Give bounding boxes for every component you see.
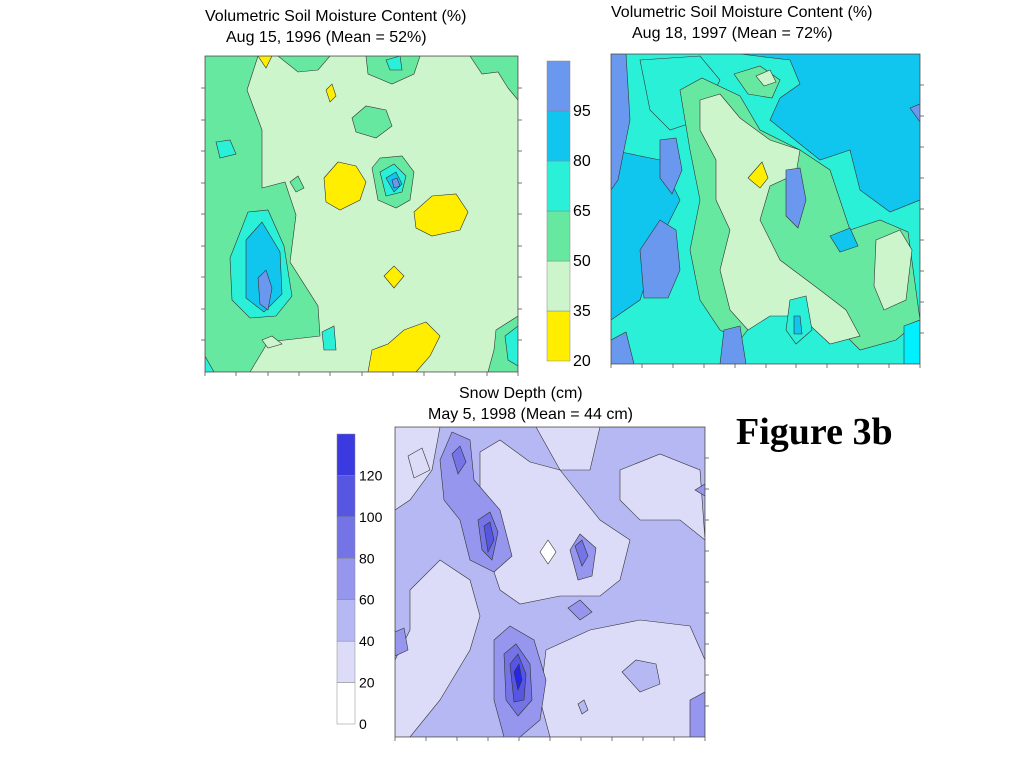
chart1-level-80-95: [245, 221, 283, 313]
chart3-level-60-80: [567, 599, 593, 621]
snow-colorbar-tick-label: 20: [359, 675, 375, 691]
chart3-level-60-80: [689, 691, 705, 737]
chart1-level-95-110: [391, 177, 401, 189]
chart2-level-35-50: [699, 93, 861, 345]
chart2-level-80-95: [829, 227, 859, 253]
soil-colorbar-tick-label: 20: [573, 353, 591, 370]
chart1-level-95-110: [257, 269, 273, 311]
chart3-level-20-40: [535, 427, 601, 471]
soil-colorbar-tick-label: 80: [573, 153, 591, 170]
snow-colorbar-segment: [336, 640, 356, 683]
chart1-level-35-50: [261, 335, 283, 349]
chart2-level-95-110: [639, 219, 681, 299]
chart2-subtitle: Aug 18, 1997 (Mean = 72%): [632, 25, 833, 42]
chart1-axis-ticks: [201, 87, 522, 376]
soil-colorbar-tick-label: 65: [573, 203, 591, 220]
snow-colorbar-segment: [336, 599, 356, 642]
soil-colorbar-tick-label: 50: [573, 253, 591, 270]
chart1-level-50-65: [351, 105, 393, 139]
snow-colorbar: 0 20 40 60 80 100 120: [336, 433, 383, 732]
chart2-level-95-110: [611, 331, 635, 364]
chart2-level-95-110: [659, 137, 683, 195]
chart3-level-60-80: [694, 483, 705, 497]
chart3-level-40-60: [577, 699, 589, 715]
soil-colorbar-segment: [546, 210, 571, 262]
chart1-level-50-65: [289, 175, 305, 193]
chart2-axis-ticks: [610, 84, 924, 368]
snow-colorbar-segment: [336, 516, 356, 559]
chart1-level-65-80: [215, 139, 237, 159]
chart2-map: [610, 53, 924, 368]
chart2-level-80-95: [793, 315, 803, 335]
chart3-level-80-100: [574, 539, 589, 567]
chart3-title: Snow Depth (cm): [459, 385, 583, 402]
chart2-level-95-110: [909, 103, 920, 123]
soil-colorbar-tick-label: 35: [573, 303, 591, 320]
soil-colorbar-tick-label: 95: [573, 103, 591, 120]
chart1-level-50-65: [277, 56, 331, 73]
chart1-level-20-35: [325, 83, 337, 103]
snow-colorbar-segment: [336, 558, 356, 600]
chart1-level-65-80: [321, 325, 337, 351]
soil-colorbar-segment: [546, 260, 571, 312]
chart3-level-80-100: [451, 445, 467, 475]
chart1-level-20-35: [383, 265, 405, 289]
chart1-level-65-80: [205, 355, 215, 372]
snow-colorbar-segment: [336, 433, 356, 476]
soil-colorbar-segment: [546, 310, 571, 362]
soil-colorbar: 20 35 50 65 80 95: [546, 60, 591, 370]
snow-colorbar-tick-label: 80: [359, 550, 375, 566]
chart1-level-20-35: [367, 321, 441, 372]
snow-colorbar-segment: [336, 475, 356, 518]
chart1-level-65-80: [504, 325, 518, 367]
chart3-level-120-140: [513, 663, 523, 692]
chart2-title: Volumetric Soil Moisture Content (%): [611, 4, 873, 21]
snow-colorbar-segment: [336, 682, 356, 725]
chart3-level-100-120: [483, 521, 495, 553]
chart3-level-20-40: [407, 447, 431, 479]
chart3-axis-ticks: [394, 457, 709, 741]
chart1-subtitle: Aug 15, 1996 (Mean = 52%): [226, 29, 427, 46]
chart3-level-0-20: [539, 539, 557, 565]
chart1-level-20-35: [257, 56, 273, 69]
snow-colorbar-tick-label: 100: [359, 509, 383, 525]
chart2-level-20-35: [747, 161, 769, 189]
chart2-level-95-110: [719, 325, 747, 364]
chart3-map: [394, 426, 709, 741]
snow-colorbar-tick-label: 40: [359, 633, 375, 649]
soil-colorbar-segment: [546, 60, 571, 112]
chart2-level-95-110: [611, 54, 631, 191]
chart2-level-35-50: [873, 229, 913, 311]
snow-colorbar-tick-label: 120: [359, 467, 383, 483]
chart3-level-60-80: [395, 627, 409, 657]
soil-colorbar-segment: [546, 110, 571, 162]
chart1-map: [201, 55, 522, 376]
chart2-level-35-50: [755, 69, 777, 87]
snow-colorbar-tick-label: 60: [359, 592, 375, 608]
chart2-level-95-110: [785, 167, 807, 229]
chart3-level-40-60: [621, 659, 661, 693]
chart2-edge-cyan: [903, 319, 920, 364]
snow-colorbar-tick-label: 0: [359, 716, 367, 732]
figure-label: Figure 3b: [736, 411, 893, 453]
chart1-level-20-35: [413, 193, 469, 237]
soil-colorbar-segment: [546, 160, 571, 212]
chart1-level-65-80: [385, 56, 403, 71]
chart1-level-20-35: [323, 161, 367, 211]
chart3-subtitle: May 5, 1998 (Mean = 44 cm): [428, 406, 633, 423]
chart1-title: Volumetric Soil Moisture Content (%): [205, 8, 467, 25]
chart1-level-50-65: [469, 56, 518, 101]
chart3-level-20-40: [619, 453, 705, 541]
